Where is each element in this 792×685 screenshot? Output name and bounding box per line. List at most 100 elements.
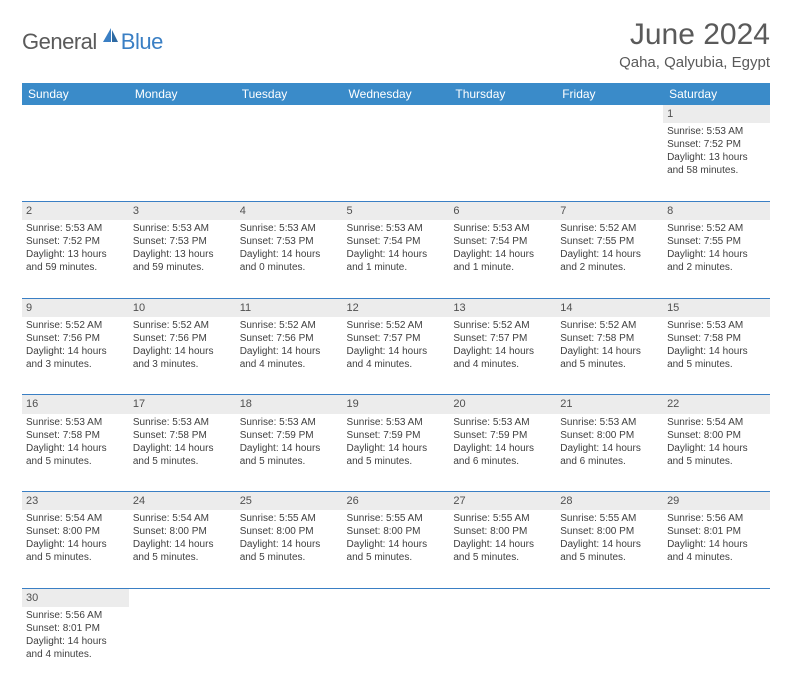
daylight-text: and 2 minutes.: [560, 261, 659, 274]
day-number-row: 30: [22, 588, 770, 607]
day-number-cell: 23: [22, 492, 129, 511]
logo-text-general: General: [22, 29, 97, 55]
day-number: 7: [560, 205, 566, 217]
daylight-text: and 5 minutes.: [667, 455, 766, 468]
daylight-text: and 59 minutes.: [26, 261, 125, 274]
sunset-text: Sunset: 8:00 PM: [560, 429, 659, 442]
daylight-text: and 1 minute.: [453, 261, 552, 274]
sunrise-text: Sunrise: 5:54 AM: [667, 416, 766, 429]
day-detail-cell: Sunrise: 5:55 AMSunset: 8:00 PMDaylight:…: [556, 510, 663, 588]
sunset-text: Sunset: 8:00 PM: [453, 525, 552, 538]
day-number-cell: [22, 105, 129, 123]
sunrise-text: Sunrise: 5:52 AM: [240, 319, 339, 332]
day-number-cell: [236, 105, 343, 123]
sunset-text: Sunset: 7:53 PM: [240, 235, 339, 248]
day-detail-cell: [236, 607, 343, 685]
daylight-text: Daylight: 14 hours: [240, 538, 339, 551]
day-number-cell: 27: [449, 492, 556, 511]
day-number: 23: [26, 495, 38, 507]
day-detail-cell: Sunrise: 5:52 AMSunset: 7:56 PMDaylight:…: [129, 317, 236, 395]
day-detail-cell: Sunrise: 5:52 AMSunset: 7:58 PMDaylight:…: [556, 317, 663, 395]
day-number-cell: 17: [129, 395, 236, 414]
sunset-text: Sunset: 7:54 PM: [347, 235, 446, 248]
day-number-row: 2345678: [22, 201, 770, 220]
day-number: 8: [667, 205, 673, 217]
sunrise-text: Sunrise: 5:56 AM: [26, 609, 125, 622]
day-number: 1: [667, 108, 673, 120]
day-detail-cell: [129, 607, 236, 685]
sunset-text: Sunset: 7:58 PM: [26, 429, 125, 442]
daylight-text: Daylight: 14 hours: [560, 538, 659, 551]
daylight-text: and 5 minutes.: [667, 358, 766, 371]
daylight-text: Daylight: 14 hours: [667, 442, 766, 455]
day-number: 6: [453, 205, 459, 217]
sunrise-text: Sunrise: 5:54 AM: [133, 512, 232, 525]
daylight-text: and 5 minutes.: [26, 551, 125, 564]
weekday-header: Sunday: [22, 83, 129, 105]
day-number: 13: [453, 302, 465, 314]
day-number-cell: 6: [449, 201, 556, 220]
sunset-text: Sunset: 7:56 PM: [133, 332, 232, 345]
day-detail-cell: Sunrise: 5:53 AMSunset: 8:00 PMDaylight:…: [556, 414, 663, 492]
month-title: June 2024: [619, 18, 770, 52]
daylight-text: and 6 minutes.: [453, 455, 552, 468]
daylight-text: and 1 minute.: [347, 261, 446, 274]
daylight-text: and 4 minutes.: [240, 358, 339, 371]
day-number-cell: 2: [22, 201, 129, 220]
daylight-text: Daylight: 14 hours: [453, 345, 552, 358]
day-number: 19: [347, 398, 359, 410]
daylight-text: and 5 minutes.: [560, 551, 659, 564]
day-detail-cell: Sunrise: 5:53 AMSunset: 7:58 PMDaylight:…: [663, 317, 770, 395]
weekday-header: Friday: [556, 83, 663, 105]
day-number: 4: [240, 205, 246, 217]
day-number-cell: 1: [663, 105, 770, 123]
sunrise-text: Sunrise: 5:52 AM: [560, 222, 659, 235]
day-number-cell: [556, 105, 663, 123]
sunset-text: Sunset: 7:56 PM: [240, 332, 339, 345]
sunset-text: Sunset: 7:59 PM: [453, 429, 552, 442]
daylight-text: Daylight: 14 hours: [26, 442, 125, 455]
day-number: 24: [133, 495, 145, 507]
sunset-text: Sunset: 8:00 PM: [240, 525, 339, 538]
daylight-text: Daylight: 14 hours: [133, 345, 232, 358]
weekday-header: Saturday: [663, 83, 770, 105]
day-detail-cell: [663, 607, 770, 685]
sunrise-text: Sunrise: 5:53 AM: [133, 222, 232, 235]
sunset-text: Sunset: 7:59 PM: [347, 429, 446, 442]
sunset-text: Sunset: 7:58 PM: [560, 332, 659, 345]
day-detail-cell: Sunrise: 5:53 AMSunset: 7:58 PMDaylight:…: [22, 414, 129, 492]
day-detail-row: Sunrise: 5:53 AMSunset: 7:58 PMDaylight:…: [22, 414, 770, 492]
sunrise-text: Sunrise: 5:53 AM: [26, 416, 125, 429]
day-number-cell: [343, 105, 450, 123]
day-detail-cell: [449, 123, 556, 201]
day-number: 22: [667, 398, 679, 410]
sunrise-text: Sunrise: 5:53 AM: [26, 222, 125, 235]
sunset-text: Sunset: 7:58 PM: [133, 429, 232, 442]
day-number: 16: [26, 398, 38, 410]
sunrise-text: Sunrise: 5:52 AM: [26, 319, 125, 332]
sunset-text: Sunset: 7:57 PM: [347, 332, 446, 345]
location-label: Qaha, Qalyubia, Egypt: [619, 54, 770, 71]
day-detail-cell: [343, 123, 450, 201]
day-number: 14: [560, 302, 572, 314]
day-detail-cell: Sunrise: 5:52 AMSunset: 7:57 PMDaylight:…: [449, 317, 556, 395]
daylight-text: and 5 minutes.: [133, 551, 232, 564]
day-detail-cell: Sunrise: 5:55 AMSunset: 8:00 PMDaylight:…: [449, 510, 556, 588]
sunset-text: Sunset: 8:00 PM: [133, 525, 232, 538]
daylight-text: and 4 minutes.: [347, 358, 446, 371]
daylight-text: Daylight: 14 hours: [26, 538, 125, 551]
daylight-text: and 5 minutes.: [26, 455, 125, 468]
logo: General Blue: [22, 26, 163, 57]
daylight-text: Daylight: 14 hours: [133, 538, 232, 551]
day-number-cell: 10: [129, 298, 236, 317]
sunrise-text: Sunrise: 5:53 AM: [133, 416, 232, 429]
day-detail-cell: Sunrise: 5:54 AMSunset: 8:00 PMDaylight:…: [129, 510, 236, 588]
daylight-text: Daylight: 14 hours: [453, 248, 552, 261]
day-detail-cell: [236, 123, 343, 201]
day-detail-cell: Sunrise: 5:55 AMSunset: 8:00 PMDaylight:…: [343, 510, 450, 588]
daylight-text: and 5 minutes.: [347, 455, 446, 468]
day-detail-row: Sunrise: 5:53 AMSunset: 7:52 PMDaylight:…: [22, 123, 770, 201]
daylight-text: and 5 minutes.: [560, 358, 659, 371]
day-detail-cell: Sunrise: 5:56 AMSunset: 8:01 PMDaylight:…: [663, 510, 770, 588]
day-number-cell: 30: [22, 588, 129, 607]
